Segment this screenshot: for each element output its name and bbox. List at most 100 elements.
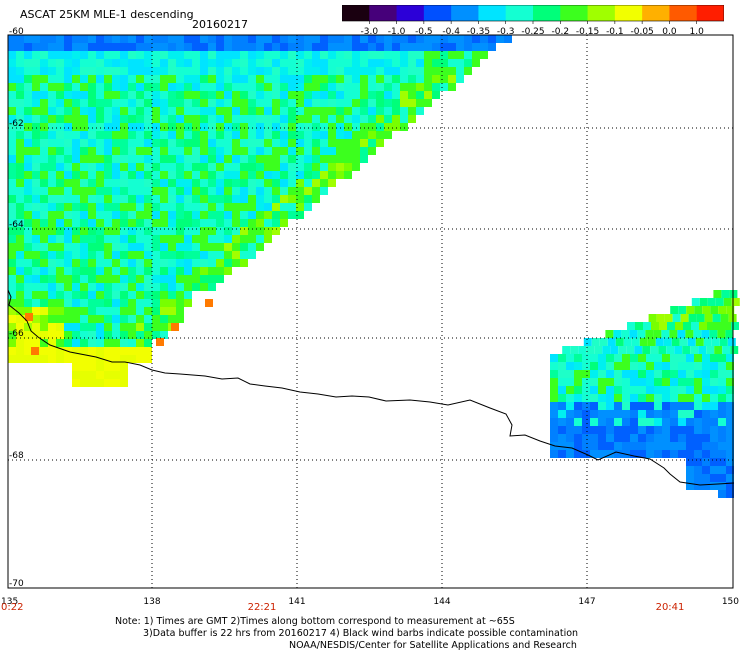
swath-cell	[200, 211, 208, 219]
swath-cell	[715, 322, 723, 330]
swath-cell	[670, 402, 678, 410]
swath-cell	[731, 322, 739, 330]
swath-cell	[40, 267, 48, 275]
swath-cell	[216, 91, 224, 99]
swath-cell	[240, 195, 248, 203]
swath-cell	[96, 371, 104, 379]
swath-cell	[224, 219, 232, 227]
swath-cell	[296, 179, 304, 187]
swath-cell	[16, 67, 24, 75]
swath-cell	[176, 67, 184, 75]
swath-cell	[661, 330, 670, 338]
swath-cell	[456, 75, 464, 83]
swath-cell	[344, 123, 352, 131]
swath-cell	[96, 299, 104, 307]
swath-cell	[456, 43, 464, 51]
swath-cell	[112, 51, 120, 59]
swath-cell	[96, 259, 104, 267]
swath-cell	[152, 323, 160, 331]
swath-cell	[296, 59, 304, 67]
swath-cell	[56, 283, 64, 291]
swath-cell	[160, 35, 168, 43]
swath-cell	[694, 370, 702, 378]
swath-cell	[630, 410, 638, 418]
swath-cell	[631, 338, 640, 346]
swath-cell	[32, 91, 40, 99]
swath-cell	[48, 227, 56, 235]
swath-cell	[726, 418, 734, 426]
swath-cell	[16, 331, 24, 339]
swath-cell	[64, 155, 72, 163]
swath-cell	[715, 298, 724, 306]
swath-cell	[8, 75, 16, 83]
swath-cell	[192, 251, 200, 259]
swath-cell	[96, 99, 104, 107]
swath-cell	[136, 131, 144, 139]
swath-cell	[304, 195, 312, 203]
swath-cell	[670, 370, 678, 378]
swath-cell	[168, 243, 176, 251]
swath-cell	[136, 43, 144, 51]
swath-cell	[72, 347, 80, 355]
swath-cell	[328, 155, 336, 163]
swath-cell	[710, 386, 718, 394]
swath-cell	[216, 51, 224, 59]
swath-cell	[128, 243, 136, 251]
swath-cell	[40, 179, 48, 187]
swath-cell	[64, 307, 72, 315]
swath-cell	[88, 163, 96, 171]
swath-cell	[566, 370, 574, 378]
swath-cell	[184, 171, 192, 179]
swath-cell	[160, 219, 168, 227]
swath-cell	[606, 362, 614, 370]
swath-cell	[32, 171, 40, 179]
swath-cell	[48, 203, 56, 211]
swath-cell	[192, 275, 200, 283]
swath-cell	[16, 59, 24, 67]
swath-cell	[288, 147, 296, 155]
swath-cell	[638, 362, 646, 370]
swath-cell	[168, 155, 176, 163]
swath-cell	[208, 115, 216, 123]
swath-cell	[678, 450, 686, 458]
swath-cell	[112, 139, 120, 147]
swath-cell	[224, 99, 232, 107]
swath-cell	[144, 179, 152, 187]
swath-cell	[574, 442, 582, 450]
swath-cell	[312, 139, 320, 147]
swath-cell	[232, 67, 240, 75]
swath-cell	[376, 67, 384, 75]
color-legend: -3.0 -1.0 -0.5 -0.4 -0.35 -0.3 -0.25 -0.2 -0.15-…	[342, 5, 724, 37]
swath-cell	[160, 331, 168, 339]
swath-cell	[328, 75, 336, 83]
swath-cell	[288, 139, 296, 147]
swath-cell	[128, 331, 136, 339]
swath-cell	[400, 67, 408, 75]
swath-cell	[208, 187, 216, 195]
swath-cell	[80, 275, 88, 283]
swath-cell	[630, 362, 638, 370]
swath-cell	[192, 155, 200, 163]
swath-cell	[152, 251, 160, 259]
swath-cell	[24, 323, 32, 331]
swath-cell	[722, 346, 731, 354]
swath-cell	[208, 75, 216, 83]
swath-cell	[8, 35, 16, 43]
swath-cell	[232, 115, 240, 123]
swath-cell	[144, 275, 152, 283]
swath-cell	[152, 123, 160, 131]
swath-cell	[120, 59, 128, 67]
swath-cell	[630, 418, 638, 426]
swath-cell	[152, 91, 160, 99]
swath-cell	[264, 235, 272, 243]
map-title: ASCAT 25KM MLE-1 descending	[20, 8, 194, 21]
swath-cell	[256, 107, 264, 115]
swath-cell	[336, 163, 344, 171]
swath-cell	[480, 43, 488, 51]
swath-cell	[136, 171, 144, 179]
swath-cell	[72, 35, 80, 43]
swath-cell	[646, 370, 654, 378]
swath-cell	[614, 434, 622, 442]
swath-cell	[264, 131, 272, 139]
swath-cell	[304, 75, 312, 83]
